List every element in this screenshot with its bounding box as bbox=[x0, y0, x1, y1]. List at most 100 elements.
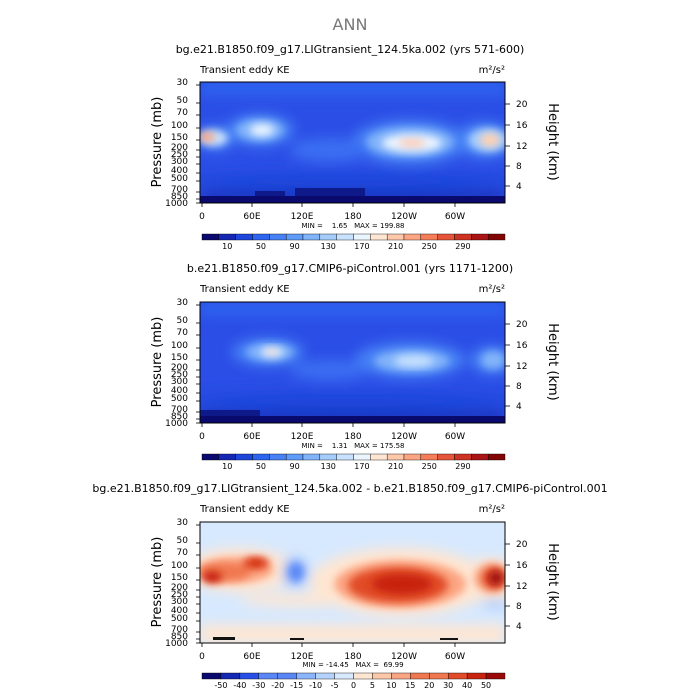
panel-1-y2-axis: 20 16 12 8 4 bbox=[516, 100, 528, 192]
y-tick-label: 500 bbox=[171, 174, 188, 184]
y2-tick-label: 8 bbox=[516, 602, 522, 612]
colorbar-label: 50 bbox=[481, 681, 491, 690]
colorbar-swatch bbox=[285, 233, 304, 241]
colorbar-label: 170 bbox=[354, 242, 369, 251]
colorbar-swatch bbox=[201, 233, 220, 241]
colorbar-swatch bbox=[336, 453, 354, 461]
x-tick-label: 120E bbox=[291, 432, 314, 442]
y2-tick-label: 4 bbox=[516, 402, 522, 412]
x-tick-label: 120W bbox=[391, 432, 417, 442]
y-tick-label: 100 bbox=[171, 341, 188, 351]
y-tick-label: 200 bbox=[171, 583, 188, 593]
colorbar-label: 250 bbox=[422, 242, 437, 251]
x-tick-label: 0 bbox=[199, 432, 205, 442]
colorbar-label: 170 bbox=[354, 462, 369, 471]
colorbar-swatch bbox=[258, 672, 278, 680]
y2-tick-label: 16 bbox=[516, 341, 528, 351]
colorbar-label: 10 bbox=[222, 242, 232, 251]
panel-2-y2-axis: 20 16 12 8 4 bbox=[516, 320, 528, 412]
colorbar-swatch bbox=[319, 453, 337, 461]
x-tick-label: 120W bbox=[391, 652, 417, 662]
y2-tick-label: 20 bbox=[516, 100, 528, 110]
panel-2-units: m²/s² bbox=[479, 284, 505, 295]
colorbar-label: -5 bbox=[331, 681, 339, 690]
y-tick-label: 850 bbox=[171, 192, 188, 202]
colorbar-label: 50 bbox=[256, 242, 266, 251]
colorbar-swatch bbox=[353, 672, 373, 680]
colorbar-swatch bbox=[485, 672, 506, 680]
colorbar-label: 210 bbox=[388, 462, 403, 471]
y-tick-label: 400 bbox=[171, 386, 188, 396]
panel-2-stats: MIN = 1.31 MAX = 175.58 bbox=[301, 442, 404, 450]
y-tick-label: 150 bbox=[171, 133, 188, 143]
colorbar-swatch bbox=[269, 233, 287, 241]
panel-2-y2label: Height (km) bbox=[545, 323, 560, 400]
colorbar-swatch bbox=[334, 672, 354, 680]
y-tick-label: 30 bbox=[177, 518, 189, 528]
colorbar-swatch bbox=[201, 453, 220, 461]
panel-2-x-axis: 0 60E 120E 180 120W 60W bbox=[199, 432, 465, 442]
colorbar-swatch bbox=[315, 672, 335, 680]
colorbar-swatch bbox=[235, 453, 253, 461]
panel-1-colorbar: 10 50 90 130 170 210 250 290 bbox=[201, 233, 506, 251]
y2-tick-label: 12 bbox=[516, 582, 527, 592]
colorbar-swatch bbox=[410, 672, 430, 680]
y-tick-label: 500 bbox=[171, 614, 188, 624]
panel-1-stats: MIN = 1.65 MAX = 199.88 bbox=[301, 222, 404, 230]
y-tick-label: 400 bbox=[171, 606, 188, 616]
axis-tick-marks bbox=[196, 84, 510, 647]
colorbar-swatch bbox=[220, 672, 241, 680]
colorbar-label: 15 bbox=[405, 681, 415, 690]
colorbar-label: -15 bbox=[290, 681, 303, 690]
x-tick-label: 0 bbox=[199, 652, 205, 662]
panel-1-units: m²/s² bbox=[479, 65, 505, 76]
panel-2-title: b.e21.B1850.f09_g17.CMIP6-piControl.001 … bbox=[187, 262, 513, 275]
colorbar-label: 90 bbox=[289, 242, 299, 251]
y2-tick-label: 8 bbox=[516, 162, 522, 172]
colorbar-swatch bbox=[252, 233, 270, 241]
colorbar-label: 10 bbox=[222, 462, 232, 471]
colorbar-label: 20 bbox=[424, 681, 434, 690]
y-tick-label: 200 bbox=[171, 363, 188, 373]
colorbar-swatch bbox=[437, 453, 455, 461]
y2-tick-label: 4 bbox=[516, 622, 522, 632]
panel-2-field bbox=[200, 302, 505, 423]
y-tick-label: 1000 bbox=[165, 199, 188, 209]
y-tick-label: 50 bbox=[177, 96, 189, 106]
panel-3-colorbar: -50 -40 -30 -20 -15 -10 -5 0 5 10 15 20 30 40 50 bbox=[201, 672, 506, 690]
y-tick-label: 70 bbox=[177, 108, 189, 118]
colorbar-swatch bbox=[471, 233, 489, 241]
x-tick-label: 120E bbox=[291, 652, 314, 662]
figure-title: ANN bbox=[333, 15, 368, 34]
y-tick-label: 250 bbox=[171, 590, 188, 600]
colorbar-swatch bbox=[302, 233, 321, 241]
colorbar-label: -10 bbox=[309, 681, 322, 690]
colorbar-swatch bbox=[319, 233, 337, 241]
y-tick-label: 1000 bbox=[165, 419, 188, 429]
y-tick-label: 1000 bbox=[165, 639, 188, 649]
panel-1-left-label: Transient eddy KE bbox=[199, 65, 290, 76]
y2-tick-label: 20 bbox=[516, 540, 528, 550]
x-tick-label: 180 bbox=[344, 652, 361, 662]
panel-1-field bbox=[200, 82, 505, 203]
colorbar-swatch bbox=[386, 233, 405, 241]
colorbar-swatch bbox=[466, 672, 487, 680]
colorbar-swatch bbox=[386, 453, 405, 461]
colorbar-swatch bbox=[353, 453, 371, 461]
colorbar-swatch bbox=[420, 453, 438, 461]
x-tick-label: 60W bbox=[445, 652, 465, 662]
y-tick-label: 850 bbox=[171, 632, 188, 642]
colorbar-label: 290 bbox=[455, 462, 470, 471]
x-tick-label: 60E bbox=[243, 432, 260, 442]
colorbar-swatch bbox=[420, 233, 438, 241]
y-tick-label: 700 bbox=[171, 625, 188, 635]
y2-tick-label: 12 bbox=[516, 142, 527, 152]
colorbar-swatch bbox=[269, 453, 287, 461]
colorbar-swatch bbox=[336, 233, 354, 241]
colorbar-label: 5 bbox=[370, 681, 375, 690]
colorbar-label: 210 bbox=[388, 242, 403, 251]
x-tick-label: 0 bbox=[199, 212, 205, 222]
y-tick-label: 100 bbox=[171, 121, 188, 131]
panel-1-ylabel: Pressure (mb) bbox=[150, 97, 165, 188]
